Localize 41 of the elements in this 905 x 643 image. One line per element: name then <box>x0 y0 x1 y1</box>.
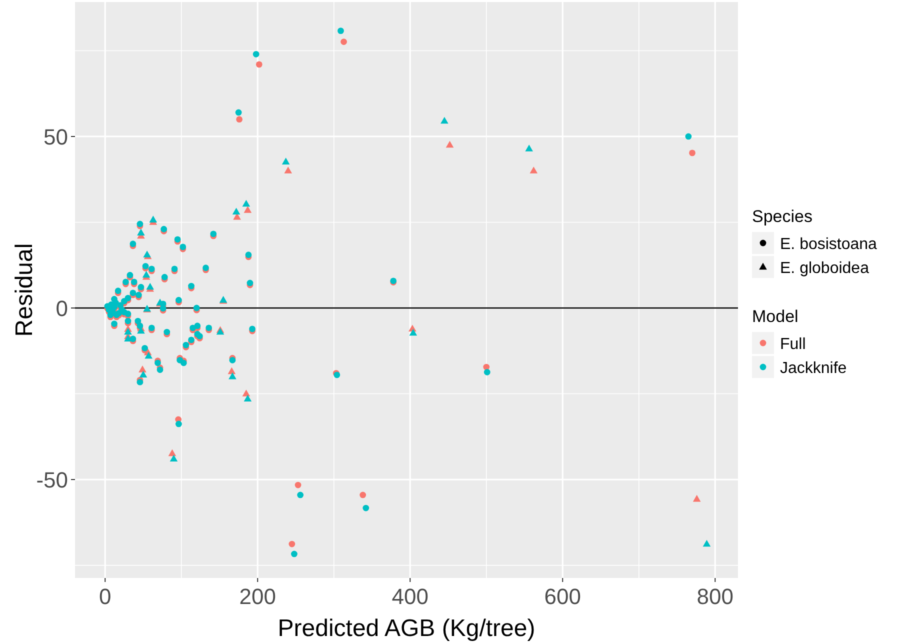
x-tick-label: 400 <box>392 584 428 609</box>
x-tick-label: 0 <box>98 584 112 609</box>
y-axis-title: Residual <box>11 243 38 337</box>
point <box>440 116 448 124</box>
point <box>170 454 178 462</box>
point <box>168 449 176 456</box>
point <box>242 200 250 207</box>
text: Species <box>752 207 812 226</box>
text: E. bosistoana <box>780 236 878 253</box>
legend-label: Full <box>780 336 806 353</box>
x-tick-label: 800 <box>696 584 734 609</box>
point <box>149 216 158 222</box>
point <box>228 372 236 380</box>
y-tick-label: 0 <box>56 296 68 322</box>
point <box>137 228 145 236</box>
point <box>124 328 132 335</box>
legend-title: Model <box>752 307 798 326</box>
point <box>525 144 533 152</box>
y-tick-label: 50 <box>44 124 68 150</box>
point <box>144 352 152 359</box>
x-axis-title: Predicted AGB (Kg/tree) <box>278 615 536 642</box>
point <box>228 367 236 374</box>
point <box>692 494 701 502</box>
point <box>284 166 292 174</box>
point <box>530 166 538 174</box>
point <box>244 394 252 402</box>
legend-label: Jackknife <box>780 360 847 377</box>
y-tick-label: -50 <box>36 468 68 493</box>
x-tick-label: 600 <box>544 584 581 609</box>
point <box>138 366 146 372</box>
point <box>139 370 148 378</box>
point <box>232 208 240 215</box>
point <box>282 158 290 164</box>
point <box>446 140 454 148</box>
point <box>244 206 252 213</box>
point <box>124 334 132 342</box>
x-tick-label: 200 <box>239 584 276 609</box>
point <box>409 328 418 336</box>
text: E. globoidea <box>780 260 870 277</box>
point <box>702 540 711 547</box>
point <box>242 390 250 396</box>
